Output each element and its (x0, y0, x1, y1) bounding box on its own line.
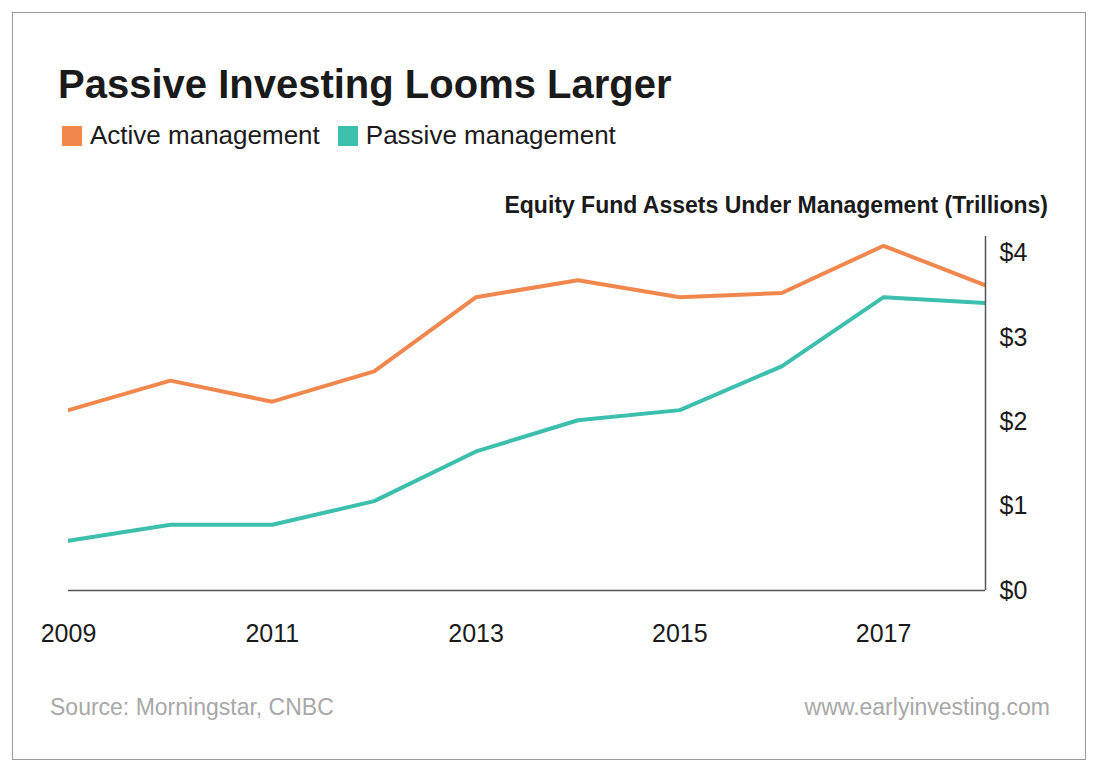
svg-text:2013: 2013 (448, 619, 504, 647)
html-text:Equity Fund Assets Under Manag: Equity Fund Assets Under Management (Tri… (504, 192, 1048, 218)
svg-text:2011: 2011 (245, 619, 299, 647)
html-text:www.earlyinvesting.com: www.earlyinvesting.com (804, 694, 1050, 720)
svg-text:$0: $0 (1000, 576, 1028, 604)
svg-text:2015: 2015 (652, 619, 708, 647)
html-text:Active management: Active management (90, 120, 320, 150)
html-text:Passive management: Passive management (365, 120, 616, 150)
svg-text:$4: $4 (1000, 238, 1028, 266)
svg-text:$3: $3 (1000, 323, 1028, 351)
svg-text:2017: 2017 (856, 619, 912, 647)
html-text:Source: Morningstar, CNBC: Source: Morningstar, CNBC (50, 694, 334, 720)
svg-text:$2: $2 (1000, 407, 1028, 435)
html-text:Passive Investing Looms Larger: Passive Investing Looms Larger (58, 62, 672, 106)
svg-text:$1: $1 (1000, 491, 1028, 519)
svg-text:2009: 2009 (41, 619, 97, 647)
